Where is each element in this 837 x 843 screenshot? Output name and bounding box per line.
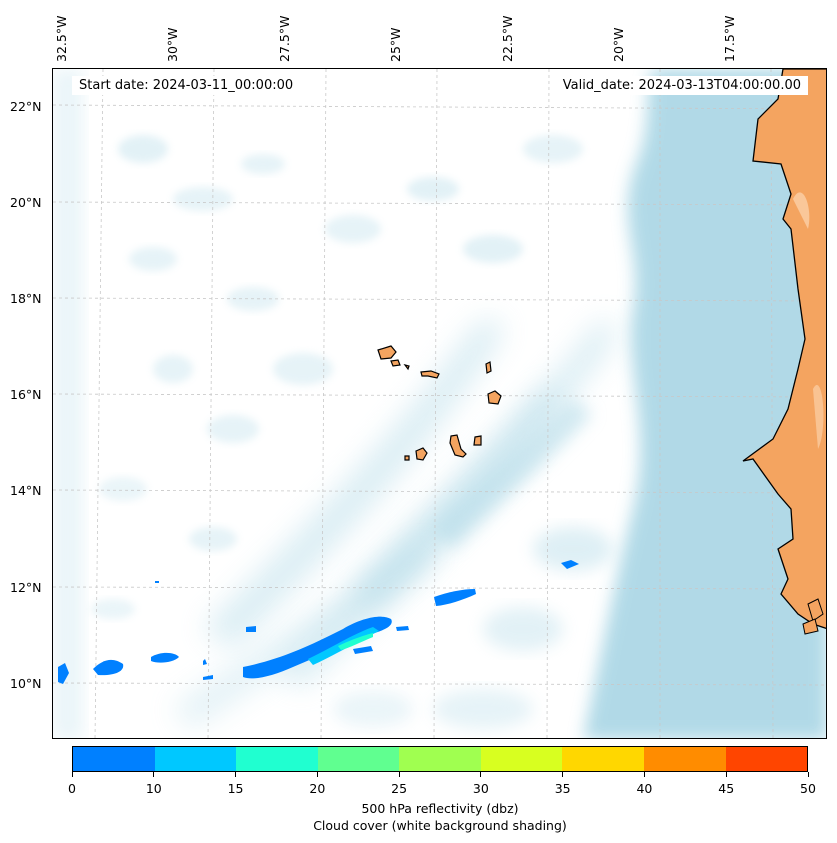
lon-label-22.5w: 22.5°W: [500, 15, 515, 62]
valid-date-label: Valid_date: 2024-03-13T04:00:00.00: [555, 76, 808, 95]
colorbar-tick: [480, 772, 482, 777]
colorbar-tick-label: 45: [718, 781, 735, 796]
colorbar-tick: [807, 772, 809, 777]
colorbar-tick-label: 30: [472, 781, 489, 796]
lat-label-22n: 22°N: [10, 99, 42, 114]
land-africa: [742, 69, 826, 635]
colorbar-tick: [643, 772, 645, 777]
colorbar-tick-label: 25: [391, 781, 408, 796]
colorbar-tick: [235, 772, 237, 777]
colorbar-segment-6: [562, 747, 644, 771]
colorbar-segment-4: [399, 747, 481, 771]
colorbar-tick-label: 50: [800, 781, 816, 796]
lon-label-20w: 20°W: [611, 27, 626, 62]
start-date-label: Start date: 2024-03-11_00:00:00: [72, 76, 301, 95]
lat-label-14n: 14°N: [10, 483, 42, 498]
colorbar-segment-1: [154, 747, 237, 771]
lon-label-17.5w: 17.5°W: [722, 15, 737, 62]
colorbar-tick-label: 40: [636, 781, 653, 796]
colorbar-segment-0: [73, 747, 155, 771]
lat-label-12n: 12°N: [10, 580, 42, 595]
cloud-cover-layer: [53, 69, 826, 738]
colorbar-tick: [398, 772, 400, 777]
colorbar-label-line2: Cloud cover (white background shading): [313, 818, 567, 833]
colorbar-tick-label: 35: [554, 781, 571, 796]
cape-verde-islands: [377, 345, 502, 461]
lat-label-18n: 18°N: [10, 291, 42, 306]
colorbar-tick: [725, 772, 727, 777]
colorbar-tick: [316, 772, 318, 777]
map-canvas: [53, 69, 826, 738]
gridlines: [53, 69, 826, 738]
colorbar-segment-8: [725, 747, 808, 771]
map-panel[interactable]: [52, 68, 827, 739]
colorbar-tick: [562, 772, 564, 777]
colorbar-tick-label: 20: [309, 781, 326, 796]
colorbar-segment-2: [236, 747, 318, 771]
lon-label-30w: 30°W: [165, 27, 180, 62]
colorbar-tick-label: 10: [145, 781, 162, 796]
lon-label-27.5w: 27.5°W: [277, 15, 292, 62]
colorbar-segment-5: [480, 747, 563, 771]
lon-label-32.5w: 32.5°W: [54, 15, 69, 62]
colorbar-tick-label: 15: [227, 781, 244, 796]
colorbar-segment-7: [643, 747, 726, 771]
colorbar: [72, 746, 808, 772]
colorbar-tick: [71, 772, 73, 777]
lon-label-25w: 25°W: [388, 27, 403, 62]
lat-label-16n: 16°N: [10, 387, 42, 402]
colorbar-tick: [153, 772, 155, 777]
colorbar-segment-3: [317, 747, 400, 771]
reflectivity-cells: [58, 560, 579, 684]
colorbar-label-line1: 500 hPa reflectivity (dbz): [361, 801, 519, 816]
lat-label-10n: 10°N: [10, 676, 42, 691]
lat-label-20n: 20°N: [10, 195, 42, 210]
colorbar-tick-label: 0: [68, 781, 76, 796]
